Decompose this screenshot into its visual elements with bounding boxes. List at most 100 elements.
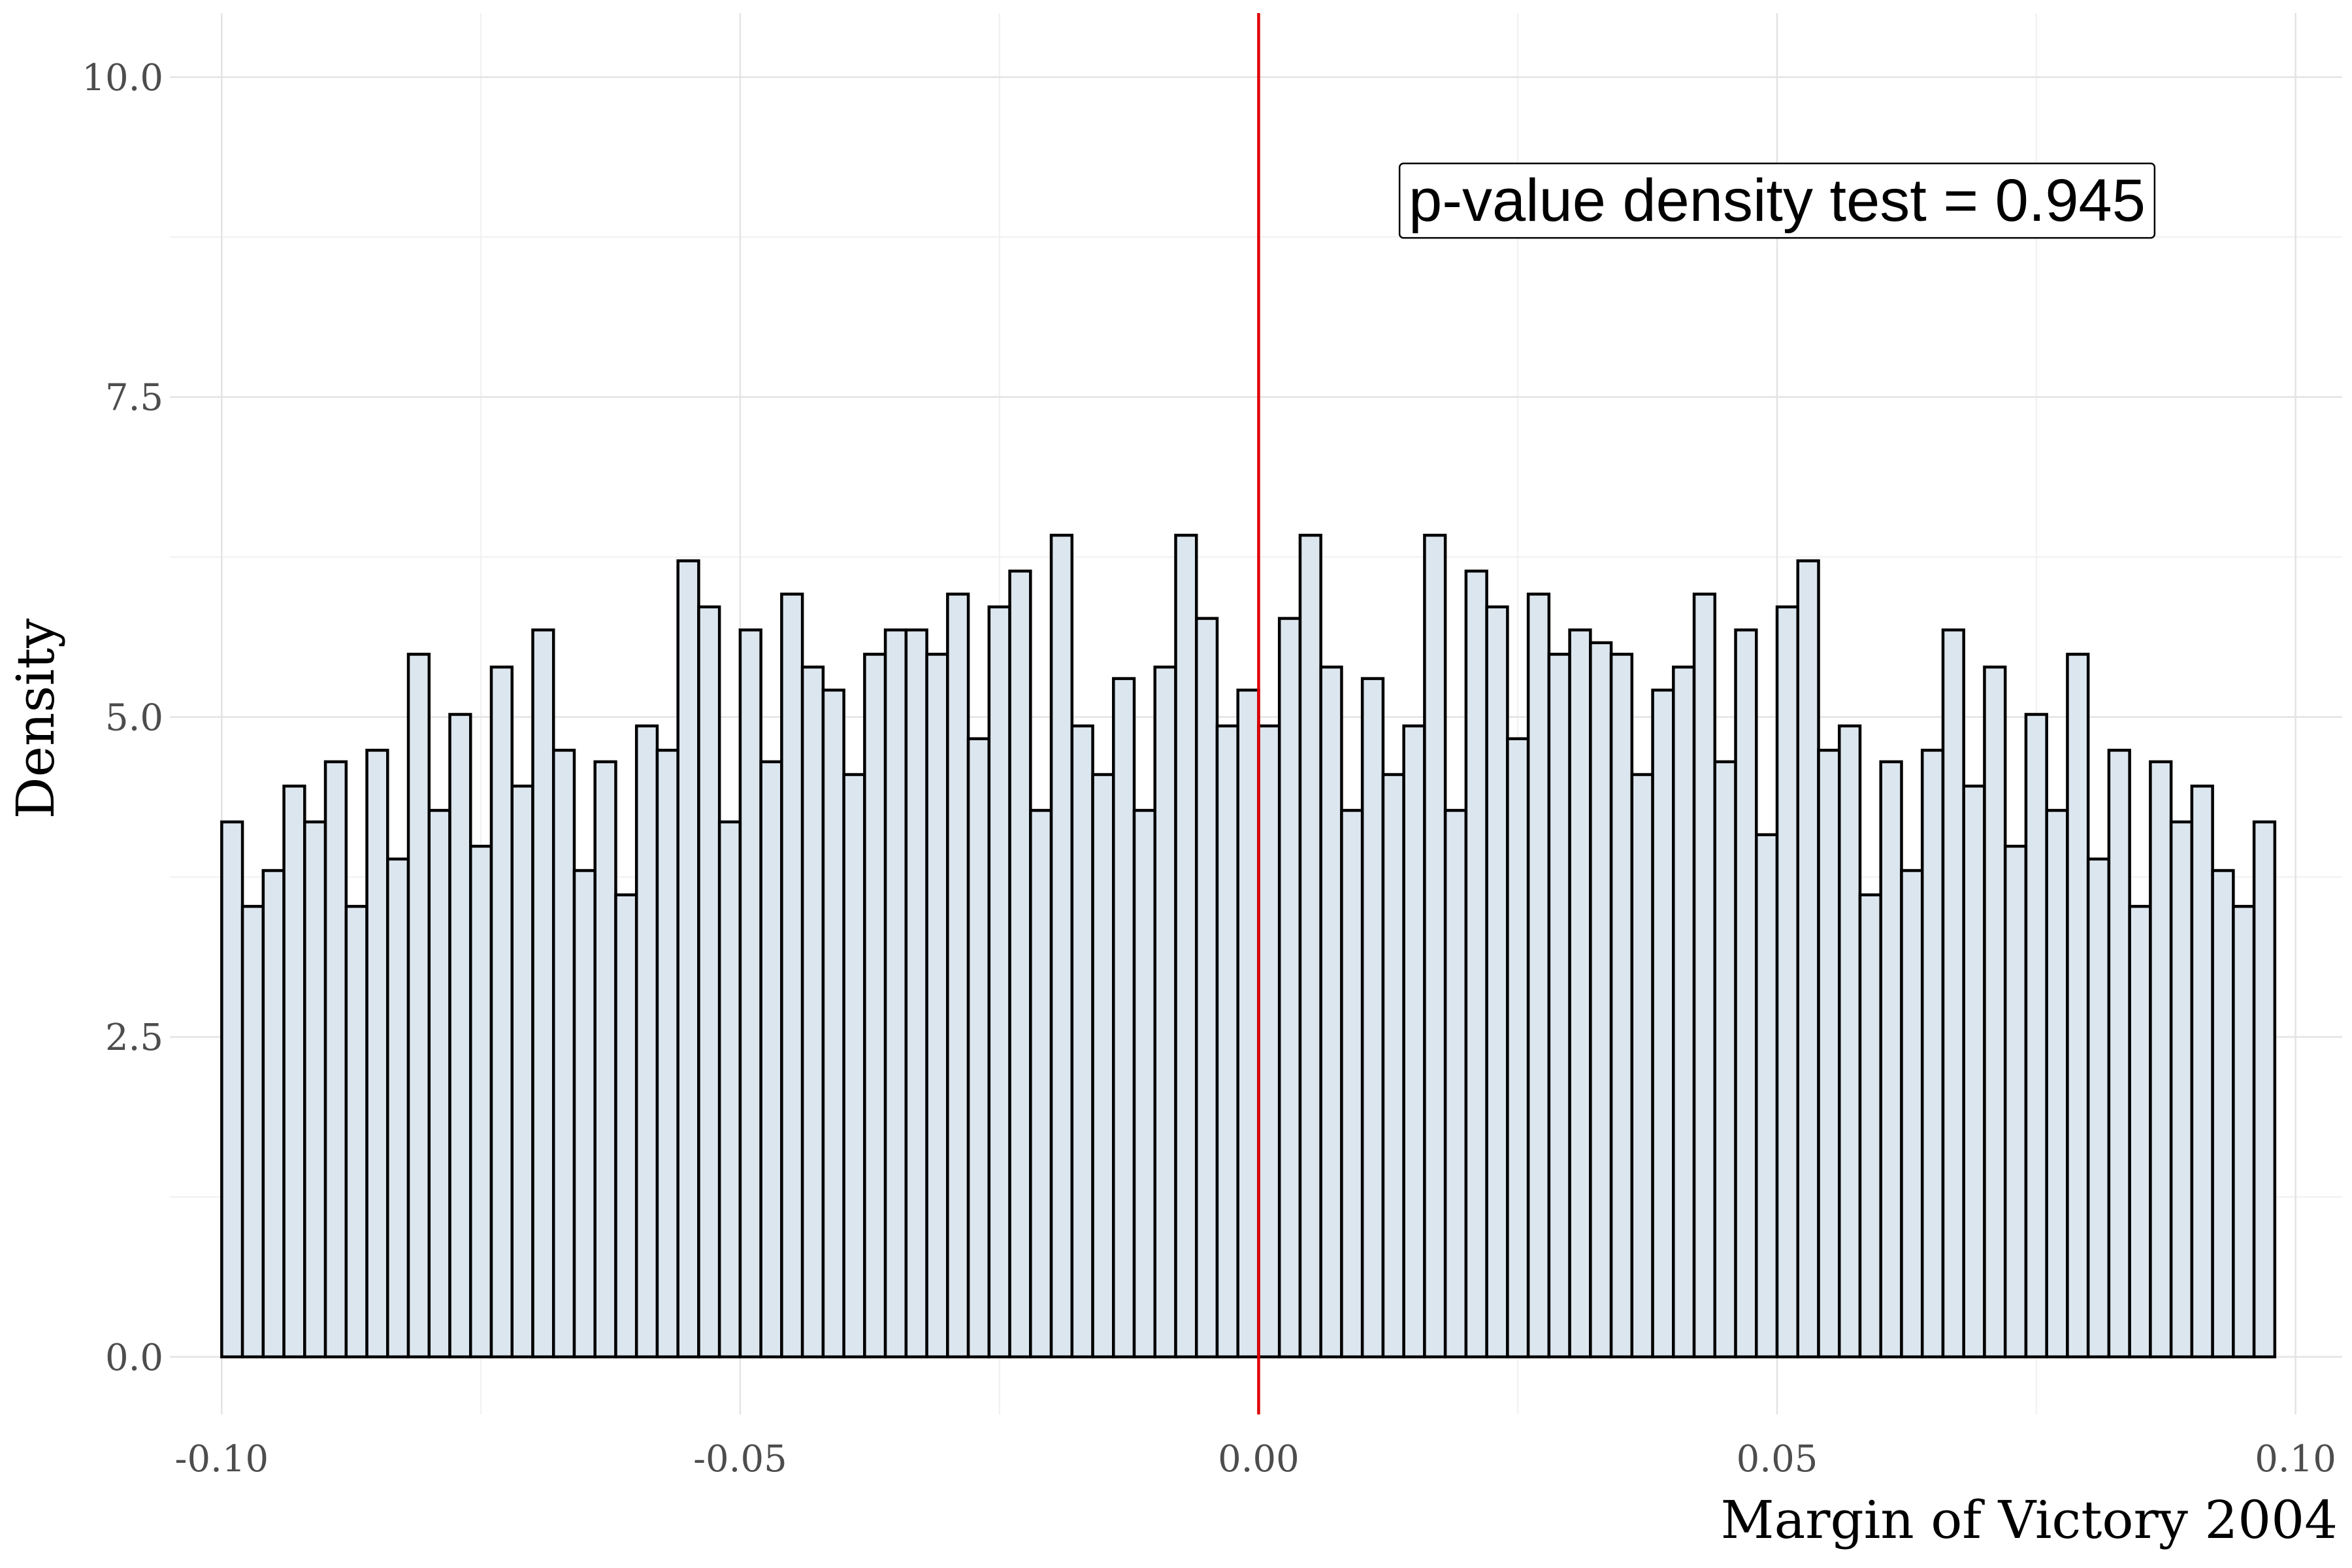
x-tick-label: 0.05	[1737, 1438, 1818, 1480]
histogram-bar	[1506, 737, 1530, 1359]
histogram-bar	[323, 760, 348, 1359]
annotation-box	[1398, 162, 2156, 239]
histogram-bar	[1485, 605, 1509, 1359]
histogram-bar	[1817, 749, 1841, 1359]
histogram-bar	[1340, 809, 1364, 1359]
histogram-bar	[759, 760, 783, 1359]
histogram-bar	[593, 760, 617, 1359]
histogram-bar	[1070, 724, 1094, 1359]
histogram-bar	[1360, 677, 1385, 1359]
histogram-bar	[1651, 689, 1675, 1359]
histogram-bar	[2232, 905, 2256, 1359]
histogram-bar	[1277, 617, 1302, 1359]
histogram-bar	[1008, 569, 1032, 1359]
y-axis-title: Density	[5, 619, 66, 819]
histogram-bar	[2066, 653, 2090, 1359]
histogram-bar	[469, 844, 493, 1359]
annotation-text: p-value density test = 0.945	[1409, 167, 2146, 234]
histogram-bar	[1692, 593, 1717, 1359]
histogram-bar	[1464, 569, 1488, 1359]
histogram-bar	[1713, 760, 1737, 1359]
y-tick-label: 2.5	[105, 1017, 163, 1059]
histogram-bar	[738, 628, 762, 1359]
histogram-bar	[1983, 665, 2007, 1359]
histogram-bar	[489, 665, 514, 1359]
histogram-bar	[1194, 617, 1219, 1359]
histogram-bar	[697, 605, 721, 1359]
histogram-bar	[904, 628, 928, 1359]
x-axis-ticks: -0.10 -0.05 0.00 0.05 0.10	[175, 1438, 2336, 1480]
histogram-bar	[1962, 784, 1986, 1359]
histogram-bar	[655, 749, 679, 1359]
histogram-bar	[780, 593, 804, 1359]
histogram-bars	[220, 533, 2277, 1359]
histogram-bar	[1443, 809, 1468, 1359]
histogram-bar	[821, 689, 845, 1359]
histogram-bar	[1029, 809, 1053, 1359]
histogram-bar	[1547, 653, 1571, 1359]
histogram-bar	[386, 857, 410, 1359]
histogram-bar	[1215, 724, 1239, 1359]
histogram-bar	[1755, 833, 1779, 1359]
histogram-bar	[1672, 665, 1696, 1359]
x-axis-title: Margin of Victory 2004	[1721, 1490, 2338, 1550]
histogram-bar	[946, 593, 970, 1359]
histogram-bar	[551, 749, 576, 1359]
histogram-bar	[1858, 893, 1882, 1359]
histogram-bar	[510, 784, 534, 1359]
histogram-bar	[1941, 628, 1965, 1359]
histogram-bar	[987, 605, 1011, 1359]
histogram-bar	[2252, 820, 2277, 1359]
histogram-bar	[883, 628, 908, 1359]
histogram-bar	[1423, 533, 1447, 1359]
histogram-bar	[1609, 653, 1634, 1359]
histogram-bar	[1257, 724, 1281, 1359]
histogram-bar	[2024, 713, 2048, 1359]
histogram-bar	[220, 820, 244, 1359]
histogram-bar	[2149, 760, 2173, 1359]
histogram-bar	[1796, 559, 1820, 1359]
histogram-bar	[572, 869, 596, 1359]
histogram-bar	[966, 737, 991, 1359]
histogram-bar	[717, 820, 742, 1359]
histogram-bar	[614, 893, 638, 1359]
histogram-bar	[2211, 869, 2235, 1359]
x-tick-label: -0.05	[693, 1438, 787, 1480]
histogram-bar	[2128, 905, 2152, 1359]
histogram-bar	[365, 749, 389, 1359]
histogram-bar	[1319, 665, 1343, 1359]
histogram-bar	[1775, 605, 1800, 1359]
histogram-bar	[2107, 749, 2131, 1359]
histogram-bar	[282, 784, 306, 1359]
histogram-bar	[1402, 724, 1426, 1359]
histogram-bar	[676, 559, 700, 1359]
histogram-bar	[2045, 809, 2069, 1359]
histogram-bar	[863, 653, 887, 1359]
histogram-bar	[1091, 773, 1115, 1359]
histogram-bar	[1838, 724, 1862, 1359]
y-tick-label: 10.0	[82, 57, 163, 99]
histogram-bar	[240, 905, 265, 1359]
histogram-bar	[261, 869, 286, 1359]
histogram-bar	[1174, 533, 1198, 1359]
histogram-bar	[1298, 533, 1322, 1359]
histogram-bar	[448, 713, 472, 1359]
x-tick-label: -0.10	[175, 1438, 269, 1480]
y-tick-label: 5.0	[105, 696, 163, 739]
histogram-bar	[1589, 641, 1613, 1359]
histogram-bar	[1734, 628, 1758, 1359]
histogram-bar	[406, 653, 431, 1359]
histogram-bar	[531, 628, 555, 1359]
histogram-bar	[1526, 593, 1551, 1359]
histogram-bar	[1900, 869, 1924, 1359]
histogram-bar	[303, 820, 327, 1359]
histogram-bar	[1112, 677, 1136, 1359]
x-tick-label: 0.00	[1218, 1438, 1299, 1480]
histogram-bar	[1236, 689, 1260, 1359]
y-tick-label: 0.0	[105, 1337, 163, 1379]
histogram-bar	[344, 905, 368, 1359]
y-axis-ticks: 0.0 2.5 5.0 7.5 10.0	[82, 57, 163, 1379]
histogram-bar	[1049, 533, 1074, 1359]
histogram-bar	[842, 773, 866, 1359]
histogram-bar	[1879, 760, 1903, 1359]
